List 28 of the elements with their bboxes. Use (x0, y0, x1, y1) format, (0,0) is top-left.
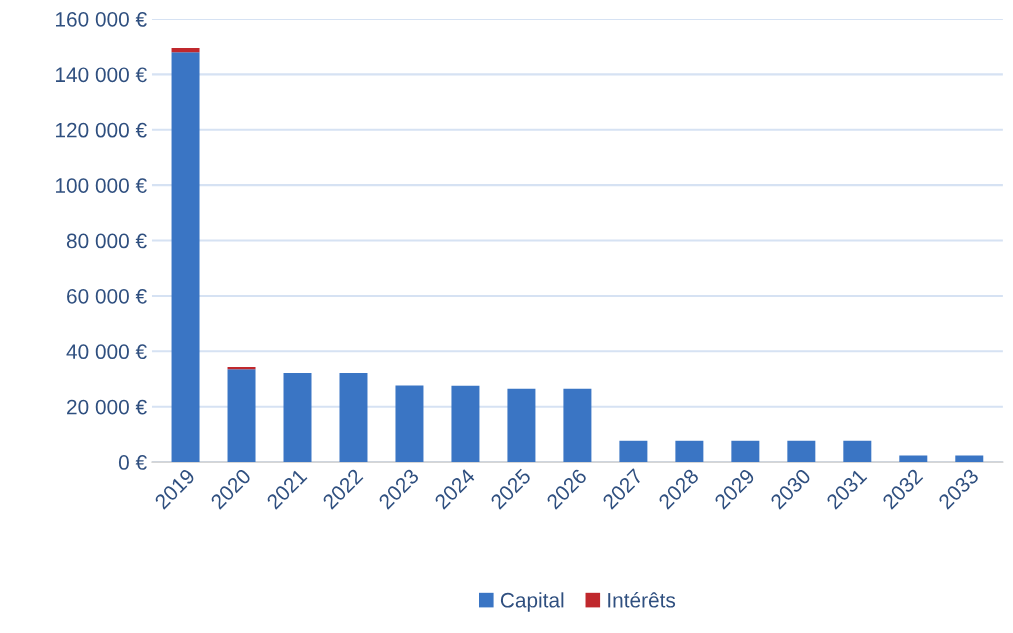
bar (171, 52, 200, 463)
bar (899, 455, 928, 463)
y-tick-label: 0 € (118, 455, 147, 470)
bar (843, 440, 872, 463)
y-tick-label: 80 000 € (66, 233, 147, 249)
bar (395, 385, 424, 463)
bar (227, 369, 256, 463)
bar (955, 455, 984, 463)
bar (227, 367, 256, 370)
y-tick-label: 20 000 € (67, 399, 147, 415)
legend-label: Capital (500, 592, 564, 612)
bar (283, 372, 312, 463)
bar (339, 372, 368, 463)
bar (451, 385, 480, 463)
y-tick-label: 100 000 € (56, 178, 147, 193)
bar (171, 48, 200, 53)
y-tick-label: 40 000 € (66, 344, 147, 360)
y-tick-label: 140 000 € (56, 67, 147, 83)
bar (675, 440, 704, 463)
bar (619, 440, 648, 463)
legend-label: Intérêts (608, 592, 676, 608)
bar (563, 388, 592, 463)
bar (507, 388, 536, 463)
bar (731, 440, 760, 463)
y-tick-label: 160 000 € (56, 11, 147, 27)
y-tick-label: 120 000 € (56, 122, 147, 138)
y-tick-label: 60 000 € (67, 288, 147, 304)
bar (787, 440, 816, 463)
